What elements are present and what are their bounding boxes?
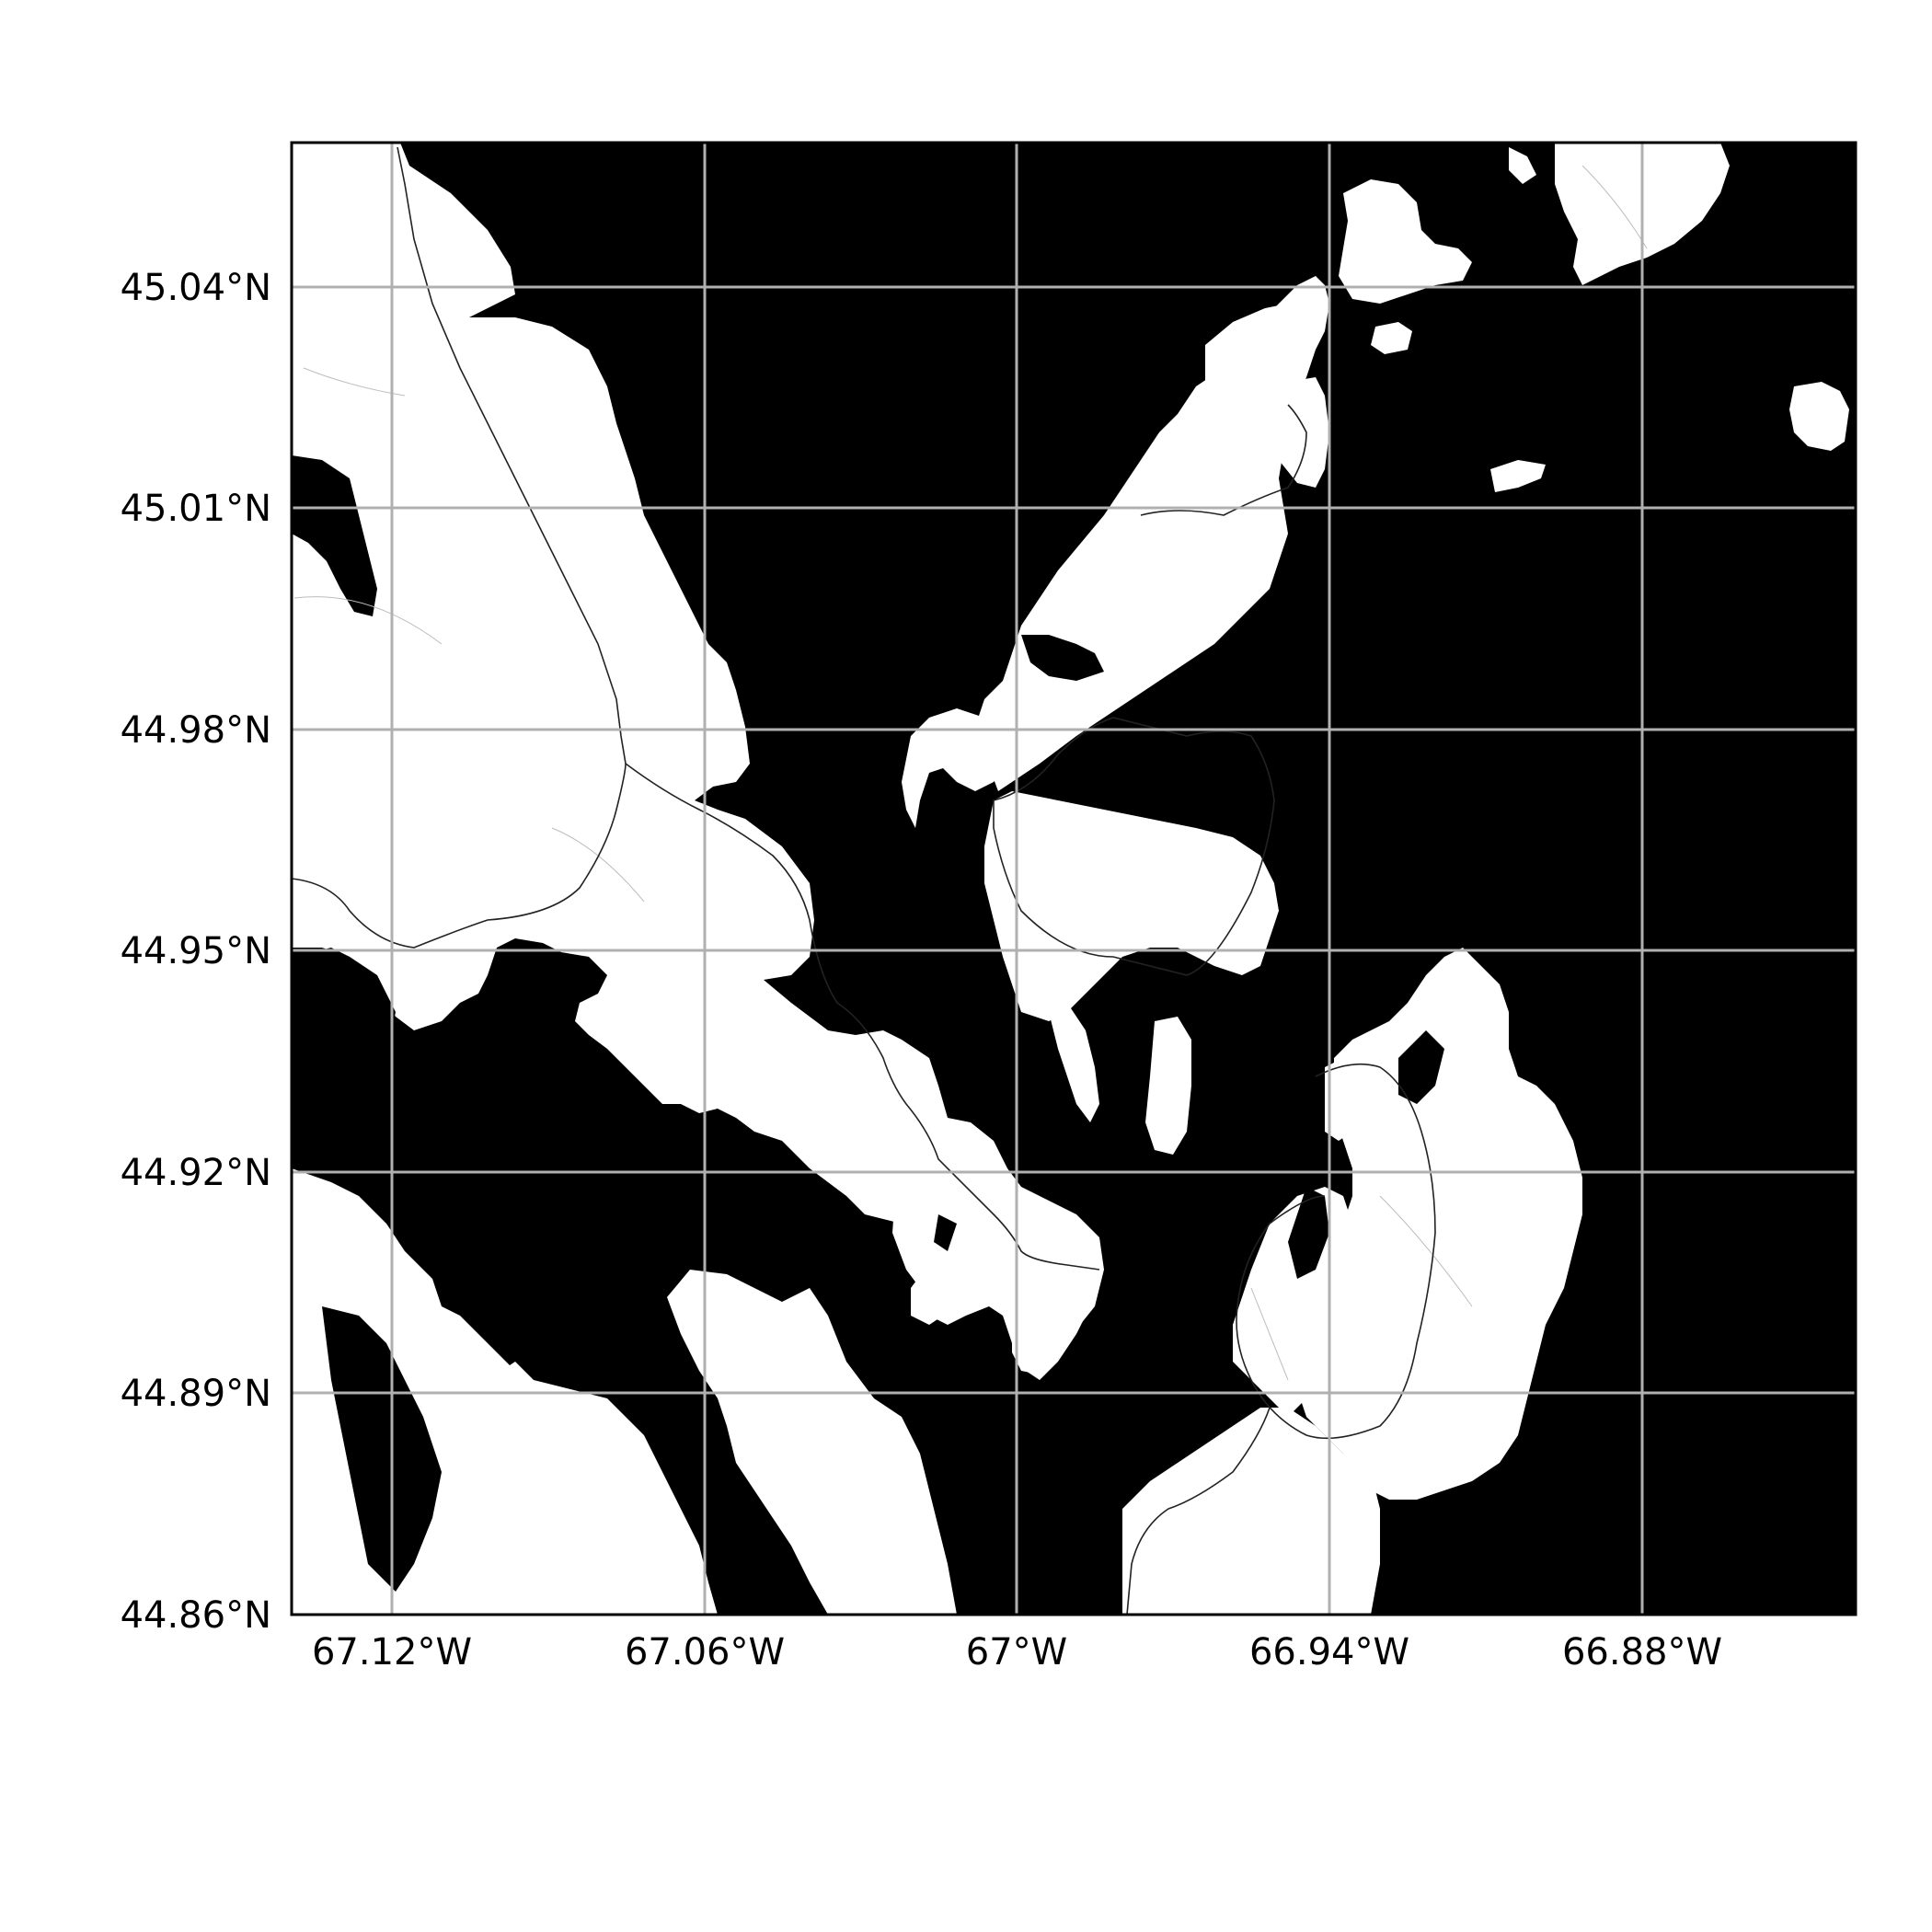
land-ne-islet-2	[1789, 382, 1849, 451]
land-central-lobe	[902, 708, 1007, 828]
land-center-south	[667, 1270, 957, 1615]
land-sw-peninsula	[478, 1362, 718, 1615]
land-north-island-c	[1251, 377, 1329, 488]
graticule	[292, 143, 1856, 1615]
land-central-island-south	[984, 791, 1279, 1021]
land-south-mainland	[1122, 1408, 1380, 1615]
y-tick-label: 44.98°N	[121, 709, 271, 752]
inlet-central-1	[1021, 635, 1104, 681]
land-north-island-b	[1339, 179, 1472, 304]
x-tick-label: 67°W	[966, 1631, 1067, 1673]
x-tick-label: 67.06°W	[625, 1631, 785, 1673]
road-island-main	[993, 717, 1275, 976]
land-north-island-d	[1371, 322, 1412, 354]
land-finger-south	[1049, 1003, 1099, 1122]
x-tick-label: 66.94°W	[1249, 1631, 1409, 1673]
land-west-mainland	[292, 143, 1104, 1375]
x-axis-labels: 67.12°W 67.06°W 67°W 66.94°W 66.88°W	[312, 1631, 1722, 1673]
road-se-coast	[1126, 1407, 1271, 1615]
main-roads	[292, 146, 1436, 1615]
inlet-town	[934, 1214, 957, 1251]
inlet-se-2	[1398, 1030, 1444, 1104]
inlet-sw	[322, 1306, 442, 1592]
road-river-road	[397, 146, 627, 765]
land-ne-islet-3	[1490, 460, 1546, 492]
minor-road	[1379, 1195, 1473, 1307]
lake-west	[292, 455, 377, 616]
lake-central	[1191, 789, 1201, 810]
inlet-west-1	[292, 948, 396, 1168]
y-tick-label: 44.89°N	[121, 1373, 271, 1415]
y-tick-label: 44.86°N	[121, 1594, 271, 1637]
land-small-island-se	[1145, 1017, 1191, 1155]
x-tick-label: 66.88°W	[1562, 1631, 1722, 1673]
road-se-island	[1236, 1063, 1436, 1440]
inland-water	[292, 455, 1444, 1592]
inlet-central-2	[1178, 681, 1251, 713]
x-tick-label: 67.12°W	[312, 1631, 472, 1673]
y-axis-labels: 45.04°N 45.01°N 44.98°N 44.95°N 44.92°N …	[121, 267, 271, 1637]
y-tick-label: 44.95°N	[121, 930, 271, 972]
land-ne-islet-1	[1509, 147, 1536, 184]
road-island-north	[1140, 404, 1307, 516]
inlet-se	[1288, 1187, 1329, 1279]
land-se-arm	[1325, 1058, 1362, 1141]
y-tick-label: 44.92°N	[121, 1152, 271, 1194]
map-frame	[290, 141, 1857, 1616]
map-area	[292, 143, 1856, 1615]
minor-road	[1250, 1287, 1289, 1381]
land-se-island	[1297, 948, 1582, 1500]
road-west-loop	[292, 763, 627, 949]
minor-road	[293, 596, 443, 645]
road-south-route	[625, 763, 1100, 1271]
y-tick-label: 45.04°N	[121, 267, 271, 309]
land-north-island-a	[1205, 304, 1316, 396]
y-tick-label: 45.01°N	[121, 488, 271, 530]
